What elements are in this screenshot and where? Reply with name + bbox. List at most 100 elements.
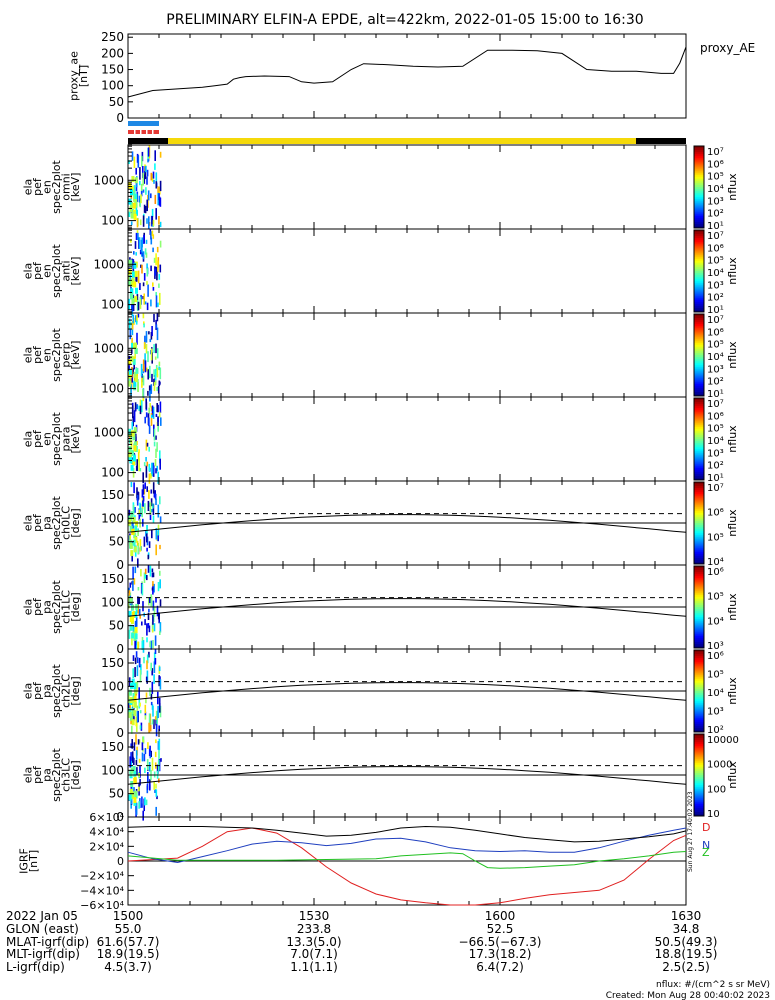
ela_pef_pa_spec2plot_ch0LC-pixel	[133, 482, 135, 494]
ela_pef_pa_spec2plot_ch2LC-ytick-label: 150	[101, 656, 124, 670]
ela_pef_en_spec2plot_anti-pixel-dense	[128, 268, 132, 275]
ela_pef_pa_spec2plot_ch2LC-colorbar-cell	[694, 717, 704, 721]
ela_pef_en_spec2plot_omni-pixel	[128, 160, 130, 164]
ela_pef_en_spec2plot_perp-colorbar-cell	[694, 316, 704, 319]
ela_pef_pa_spec2plot_ch0LC-pixel	[150, 498, 153, 507]
ela_pef_pa_spec2plot_ch0LC-colorbar-label: nflux	[726, 509, 739, 537]
ela_pef_en_spec2plot_anti-pixel	[155, 266, 158, 273]
orbit-bar-yellow	[168, 138, 636, 144]
ela_pef_en_spec2plot_anti-pixel	[159, 292, 161, 305]
ela_pef_pa_spec2plot_ch3LC-pixel	[144, 767, 146, 773]
ela_pef_en_spec2plot_para-pixel-dense	[132, 434, 136, 441]
science-zone-bar-blue	[128, 121, 159, 126]
ela_pef_en_spec2plot_para-colorbar-cell	[694, 471, 704, 475]
ela_pef_en_spec2plot_para-colorbar-cell	[694, 453, 704, 456]
ela_pef_pa_spec2plot_ch2LC-pixel	[148, 722, 150, 733]
ela_pef_pa_spec2plot_ch0LC-pixel-dense	[128, 539, 132, 546]
ela_pef_en_spec2plot_para-colorbar-label: nflux	[726, 425, 739, 453]
ela_pef_pa_spec2plot_ch1LC-colorbar-cell	[694, 596, 704, 600]
ela_pef_pa_spec2plot_ch2LC-ylabel-2: pa	[40, 684, 53, 698]
ela_pef_en_spec2plot_anti-pixel	[152, 247, 154, 253]
ela_pef_pa_spec2plot_ch3LC-colorbar-cell	[694, 740, 704, 743]
ela_pef_en_spec2plot_omni-pixel	[159, 197, 162, 207]
ela_pef_en_spec2plot_para-pixel	[150, 472, 152, 479]
ela_pef_pa_spec2plot_ch3LC-colorbar-cell	[694, 803, 704, 807]
ela_pef_en_spec2plot_perp-colorbar-cell	[694, 344, 704, 348]
ela_pef_en_spec2plot_anti-colorbar-cell	[694, 232, 704, 235]
ela_pef_pa_spec2plot_ch3LC-colorbar-cell	[694, 744, 704, 747]
ela_pef_en_spec2plot_anti-pixel	[143, 273, 146, 281]
ela_pef_pa_spec2plot_ch0LC-pixel-dense	[129, 525, 133, 532]
science-zone-bar-gap	[146, 130, 148, 134]
ela_pef_en_spec2plot_perp-ylabel-2: en	[40, 348, 53, 362]
ela_pef_en_spec2plot_perp-pixel	[131, 337, 133, 344]
ela_pef_pa_spec2plot_ch0LC-pixel	[149, 510, 152, 520]
ela_pef_pa_spec2plot_ch0LC-pixel	[150, 489, 153, 494]
ela_pef_en_spec2plot_anti-colorbar-cell	[694, 291, 704, 295]
ela_pef_en_spec2plot_perp-pixel	[141, 377, 143, 388]
ela_pef_pa_spec2plot_ch1LC-colorbar-cell	[694, 607, 704, 610]
ela_pef_en_spec2plot_anti-pixel	[137, 301, 140, 311]
igrf-ylabel-1: [nT]	[27, 850, 40, 872]
ela_pef_pa_spec2plot_ch1LC-pixel	[150, 594, 152, 607]
ela_pef_pa_spec2plot_ch0LC-pixel	[142, 484, 145, 495]
ela_pef_en_spec2plot_anti-pixel	[146, 268, 149, 277]
ela_pef_en_spec2plot_omni-colorbar-cell	[694, 209, 704, 213]
proxy-ae-ytick-label: 100	[101, 79, 124, 93]
ela_pef_pa_spec2plot_ch1LC-colorbar-cell	[694, 572, 704, 575]
ela_pef_pa_spec2plot_ch1LC-colorbar-cell	[694, 639, 704, 643]
ela_pef_en_spec2plot_anti-colorbar-cell	[694, 242, 704, 245]
ela_pef_pa_spec2plot_ch0LC-pixel	[136, 494, 139, 506]
ela_pef_en_spec2plot_anti-pixel	[134, 241, 137, 249]
ela_pef_en_spec2plot_omni-pixel	[151, 208, 154, 217]
ela_pef_pa_spec2plot_ch3LC-pixel-dense	[129, 788, 133, 795]
ela_pef_en_spec2plot_anti-pixel	[143, 234, 145, 244]
ela_pef_en_spec2plot_perp-colorbar-cell	[694, 363, 704, 366]
ela_pef_pa_spec2plot_ch1LC-ylabel-4: ch1LC	[59, 590, 72, 624]
ela_pef_en_spec2plot_omni-pixel	[155, 208, 157, 220]
ela_pef_en_spec2plot_omni-colorbar-cell	[694, 182, 704, 186]
footer-units: nflux: #/(cm^2 s sr MeV)	[656, 980, 770, 990]
ephemeris-row-label: GLON (east)	[6, 922, 79, 936]
ela_pef_pa_spec2plot_ch2LC-colorbar-cell	[694, 668, 704, 671]
ela_pef_en_spec2plot_anti-pixel	[150, 231, 152, 240]
ela_pef_en_spec2plot_para-colorbar-tick: 10²	[707, 461, 724, 472]
ela_pef_pa_spec2plot_ch2LC-colorbar-tick: 10²	[707, 725, 724, 736]
ela_pef_en_spec2plot_para-colorbar-cell	[694, 467, 704, 471]
ela_pef_en_spec2plot_omni-pixel	[147, 147, 150, 157]
ela_pef_pa_spec2plot_ch0LC-colorbar-cell	[694, 510, 704, 514]
ela_pef_en_spec2plot_omni-pixel-dense	[132, 202, 136, 209]
ela_pef_pa_spec2plot_ch0LC-colorbar-cell	[694, 553, 704, 557]
ela_pef_pa_spec2plot_ch1LC-pixel	[147, 612, 150, 620]
ela_pef_pa_spec2plot_ch2LC-pixel	[139, 710, 142, 714]
ela_pef_pa_spec2plot_ch3LC-colorbar-cell	[694, 748, 704, 751]
ela_pef_en_spec2plot_omni-pixel	[159, 151, 162, 158]
ela_pef_en_spec2plot_para-pixel	[157, 421, 159, 432]
ela_pef_en_spec2plot_para-colorbar-cell	[694, 469, 704, 473]
ela_pef_en_spec2plot_omni-pixel	[143, 174, 146, 184]
ela_pef_pa_spec2plot_ch1LC-colorbar-cell	[694, 633, 704, 637]
ela_pef_en_spec2plot_omni-pixel	[150, 193, 152, 199]
ela_pef_en_spec2plot_para-pixel	[130, 440, 133, 450]
ela_pef_en_spec2plot_para-pixel	[148, 446, 150, 452]
ela_pef_en_spec2plot_para-colorbar-cell	[694, 398, 704, 401]
ela_pef_en_spec2plot_omni-pixel	[136, 218, 139, 228]
ela_pef_en_spec2plot_para-pixel	[154, 459, 157, 467]
ela_pef_pa_spec2plot_ch1LC-ylabel-5: [deg]	[69, 592, 82, 621]
ela_pef_pa_spec2plot_ch3LC-colorbar-tick: 1000	[707, 760, 732, 771]
ela_pef_en_spec2plot_anti-pixel	[139, 282, 141, 290]
ela_pef_en_spec2plot_anti-pixel	[159, 240, 162, 248]
ela_pef_en_spec2plot_perp-pixel-dense	[133, 384, 137, 391]
ela_pef_pa_spec2plot_ch2LC-ytick-label: 0	[116, 726, 124, 740]
ela_pef_pa_spec2plot_ch2LC-pixel	[138, 657, 141, 668]
ela_pef_pa_spec2plot_ch2LC-pixel	[158, 725, 160, 731]
ela_pef_pa_spec2plot_ch3LC-pixel	[133, 742, 136, 751]
ela_pef_pa_spec2plot_ch3LC-ylabel-2: pa	[40, 768, 53, 782]
ela_pef_en_spec2plot_anti-colorbar-cell	[694, 299, 704, 303]
ela_pef_pa_spec2plot_ch3LC-ytick-label: 100	[101, 763, 124, 777]
ela_pef_pa_spec2plot_ch1LC-pixel	[148, 625, 151, 633]
ela_pef_pa_spec2plot_ch2LC-pixel-dense	[133, 710, 137, 717]
ela_pef_en_spec2plot_para-colorbar-cell	[694, 465, 704, 469]
ela_pef_pa_spec2plot_ch0LC-colorbar-cell	[694, 500, 704, 503]
ela_pef_pa_spec2plot_ch2LC-pixel-dense	[128, 711, 132, 718]
